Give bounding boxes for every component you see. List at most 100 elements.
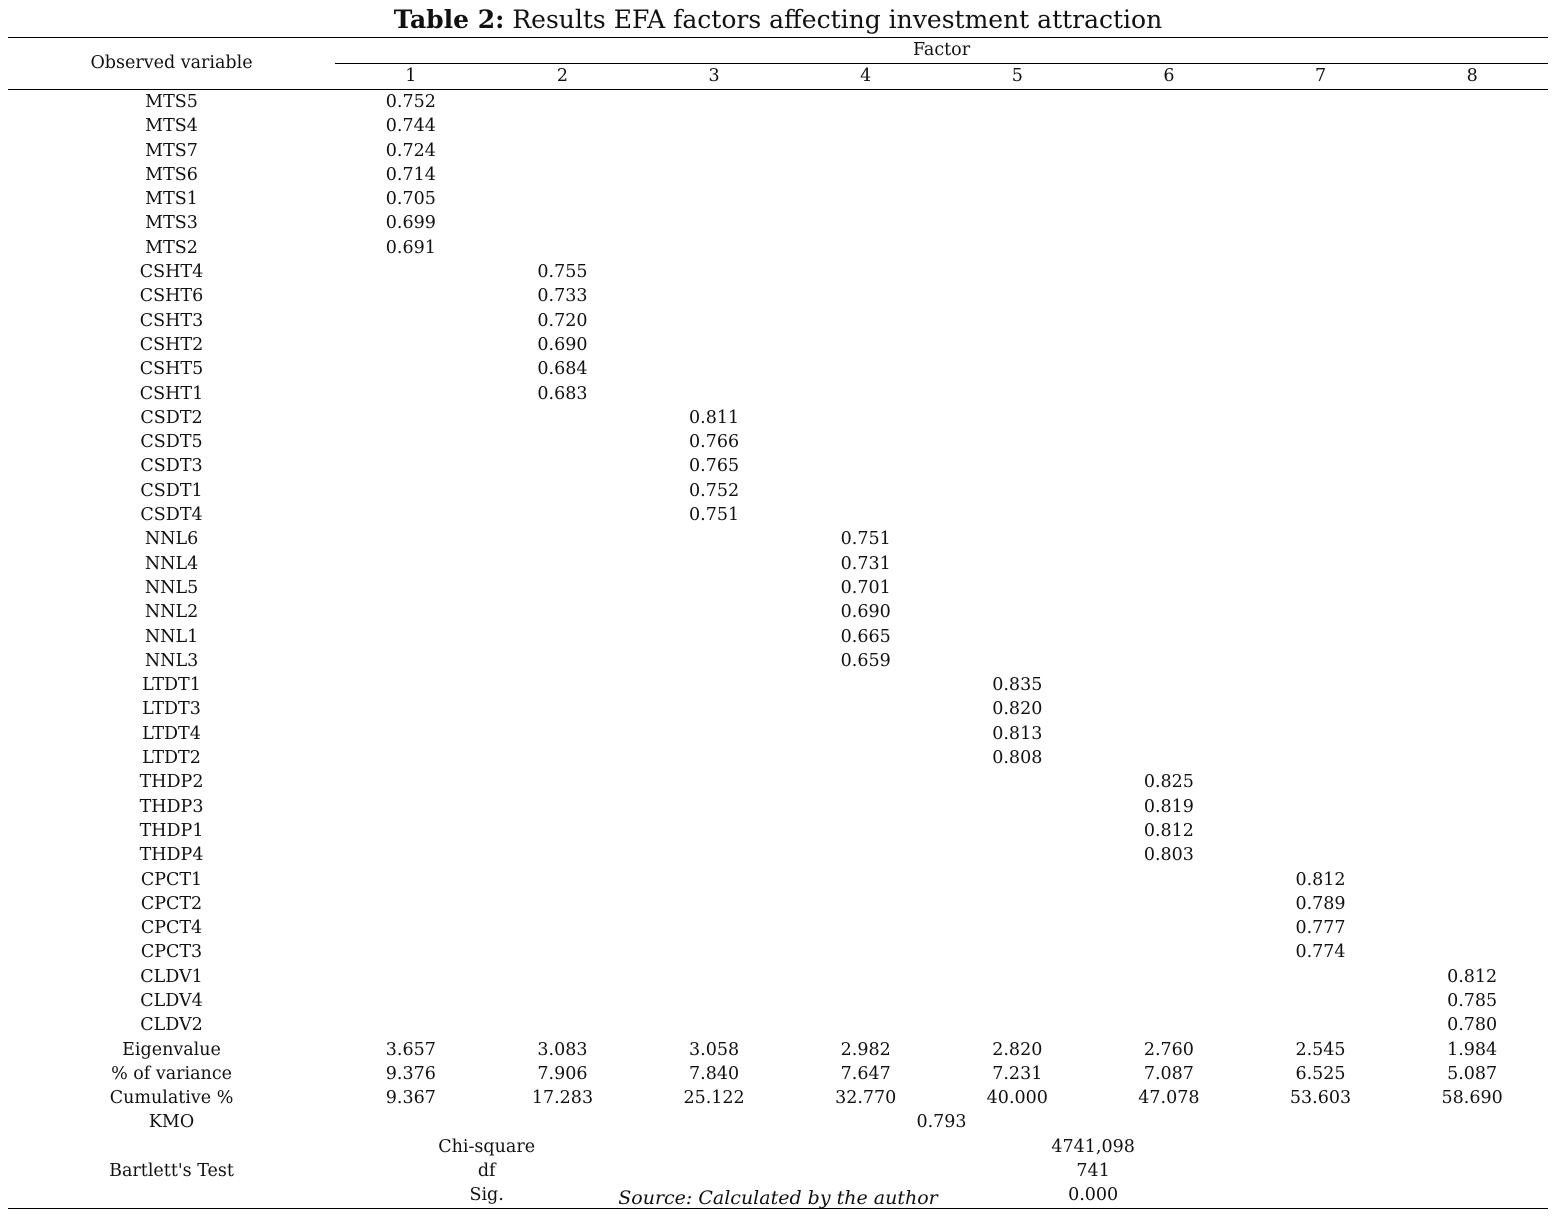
empty-cell <box>1093 600 1245 624</box>
table-body: Observed variable Factor 1 2 3 4 5 6 7 8 MTS5 0.752… <box>8 37 1548 1209</box>
empty-cell <box>487 770 639 794</box>
empty-cell <box>790 722 942 746</box>
empty-cell <box>1245 649 1397 673</box>
summary-value: 58.690 <box>1441 1088 1503 1109</box>
empty-cell <box>487 90 639 115</box>
empty-cell <box>487 965 639 989</box>
loading-value: 0.733 <box>537 286 588 307</box>
variable-name: LTDT4 <box>142 723 201 744</box>
empty-cell <box>335 430 487 454</box>
loading-value: 0.812 <box>1295 869 1346 890</box>
empty-cell <box>487 430 639 454</box>
empty-cell <box>1396 503 1548 527</box>
variable-name: NNL4 <box>144 553 199 574</box>
empty-cell <box>487 236 639 260</box>
variable-name: NNL5 <box>144 577 199 598</box>
empty-cell <box>1245 989 1397 1013</box>
variable-name: CLDV1 <box>140 966 203 987</box>
variable-name: CSHT6 <box>139 286 204 307</box>
empty-cell <box>638 357 790 381</box>
empty-cell <box>487 139 639 163</box>
variable-name: THDP4 <box>139 845 204 866</box>
loading-value: 0.691 <box>385 237 436 258</box>
empty-cell <box>638 916 790 940</box>
empty-cell <box>790 940 942 964</box>
table-row: CSDT5 0.766 <box>8 430 1548 454</box>
empty-cell <box>335 916 487 940</box>
empty-cell <box>790 746 942 770</box>
empty-cell <box>487 673 639 697</box>
empty-cell <box>638 722 790 746</box>
summary-value: 7.231 <box>992 1063 1043 1084</box>
factor-number: 4 <box>789 63 942 90</box>
empty-cell <box>1093 940 1245 964</box>
empty-cell <box>1093 576 1245 600</box>
empty-cell <box>1093 892 1245 916</box>
empty-cell <box>941 795 1093 819</box>
bartlett-stat: Sig. <box>335 1183 639 1209</box>
table-row: THDP1 0.812 <box>8 819 1548 843</box>
empty-cell <box>487 625 639 649</box>
variable-name: NNL3 <box>144 650 199 671</box>
empty-cell <box>1093 746 1245 770</box>
factor-header: Factor <box>335 37 1548 64</box>
summary-label: % of variance <box>111 1063 232 1084</box>
empty-cell <box>1093 284 1245 308</box>
factor-number: 5 <box>941 63 1094 90</box>
empty-cell <box>1093 965 1245 989</box>
loading-value: 0.803 <box>1143 845 1194 866</box>
empty-cell <box>941 260 1093 284</box>
summary-value: 47.078 <box>1138 1088 1200 1109</box>
empty-cell <box>1245 163 1397 187</box>
empty-cell <box>941 357 1093 381</box>
empty-cell <box>790 187 942 211</box>
empty-cell <box>1093 163 1245 187</box>
bartlett-value: 741 <box>1076 1161 1110 1182</box>
empty-cell <box>1245 382 1397 406</box>
empty-cell <box>941 989 1093 1013</box>
table-row: CLDV1 0.812 <box>8 965 1548 989</box>
table-row: Cumulative % 9.367 17.283 25.122 32.770 40.00… <box>8 1086 1548 1110</box>
loading-value: 0.765 <box>689 456 740 477</box>
loading-value: 0.812 <box>1143 820 1194 841</box>
empty-cell <box>790 819 942 843</box>
empty-cell <box>638 892 790 916</box>
empty-cell <box>941 868 1093 892</box>
empty-cell <box>941 90 1093 115</box>
variable-name: LTDT1 <box>142 675 201 696</box>
empty-cell <box>1245 454 1397 478</box>
loading-value: 0.774 <box>1295 942 1346 963</box>
empty-cell <box>790 430 942 454</box>
loading-value: 0.731 <box>840 553 891 574</box>
empty-cell <box>941 770 1093 794</box>
table-row: MTS2 0.691 <box>8 236 1548 260</box>
kmo-label: KMO <box>148 1112 195 1133</box>
variable-name: CPCT1 <box>140 869 203 890</box>
empty-cell <box>335 284 487 308</box>
empty-cell <box>335 1013 487 1037</box>
table-row: CPCT1 0.812 <box>8 868 1548 892</box>
table-row: CSHT1 0.683 <box>8 382 1548 406</box>
empty-cell <box>487 722 639 746</box>
empty-cell <box>487 940 639 964</box>
variable-name: MTS6 <box>145 164 198 185</box>
table-row: NNL2 0.690 <box>8 600 1548 624</box>
empty-cell <box>638 527 790 551</box>
table-row: % of variance 9.376 7.906 7.840 7.647 7.231 7.… <box>8 1062 1548 1086</box>
empty-cell <box>1245 479 1397 503</box>
empty-cell <box>1245 795 1397 819</box>
variable-name: CSHT4 <box>139 262 204 283</box>
empty-cell <box>790 868 942 892</box>
empty-cell <box>1245 746 1397 770</box>
loading-value: 0.755 <box>537 262 588 283</box>
summary-value: 53.603 <box>1289 1088 1352 1109</box>
empty-cell <box>335 722 487 746</box>
table-row: MTS1 0.705 <box>8 187 1548 211</box>
empty-cell <box>941 552 1093 576</box>
variable-name: CLDV2 <box>140 1015 203 1036</box>
empty-cell <box>638 114 790 138</box>
empty-cell <box>487 916 639 940</box>
empty-cell <box>1245 90 1397 115</box>
empty-cell <box>1396 139 1548 163</box>
empty-cell <box>790 357 942 381</box>
